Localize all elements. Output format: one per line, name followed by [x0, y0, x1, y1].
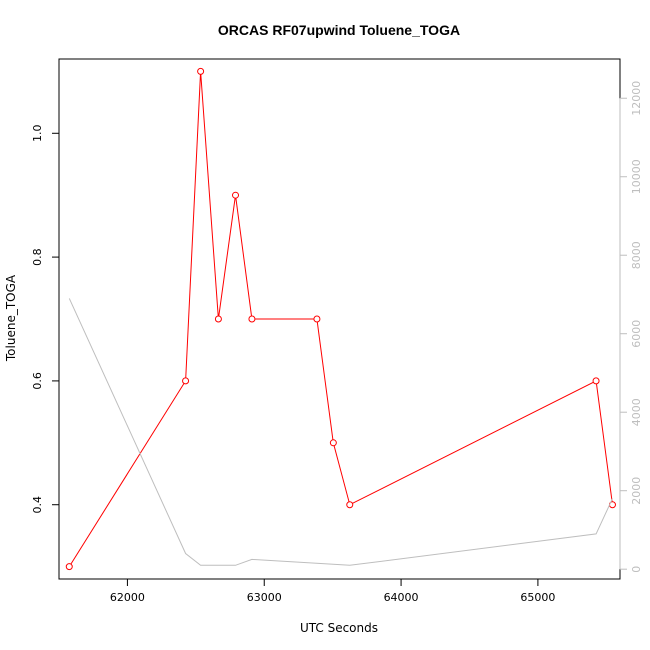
x-tick-label: 63000 — [247, 591, 282, 604]
x-tick-label: 65000 — [520, 591, 555, 604]
data-point — [329, 439, 337, 447]
y2-tick-label: 10000 — [630, 159, 643, 194]
data-point — [214, 315, 222, 323]
series-layer — [65, 67, 616, 571]
data-point — [346, 501, 354, 509]
data-point — [65, 563, 73, 571]
x-tick-label: 62000 — [110, 591, 145, 604]
y-axis: 0.4 0.6 0.8 1.0 — [31, 125, 60, 514]
y2-tick-label: 8000 — [630, 241, 643, 269]
secondary-series-line — [68, 298, 613, 566]
data-point — [197, 67, 205, 75]
y2-axis: 0 2000 4000 6000 8000 10000 12000 — [619, 81, 643, 573]
y-tick-label: 0.8 — [31, 248, 44, 266]
y-axis-label: Toluene_TOGA — [4, 274, 18, 362]
y-tick-label: 0.6 — [31, 372, 44, 390]
data-point — [592, 377, 600, 385]
y2-tick-label: 6000 — [630, 320, 643, 348]
y2-tick-label: 2000 — [630, 477, 643, 505]
chart-title: ORCAS RF07upwind Toluene_TOGA — [218, 22, 460, 38]
data-point — [232, 191, 240, 199]
y2-tick-label: 12000 — [630, 81, 643, 116]
y2-tick-label: 0 — [630, 566, 643, 573]
y-tick-label: 1.0 — [31, 125, 44, 143]
data-point — [313, 315, 321, 323]
x-axis: 62000 63000 64000 65000 — [110, 578, 555, 604]
y2-tick-label: 4000 — [630, 398, 643, 426]
x-tick-label: 64000 — [384, 591, 419, 604]
data-point — [182, 377, 190, 385]
data-point — [248, 315, 256, 323]
x-axis-label: UTC Seconds — [300, 621, 378, 635]
y-tick-label: 0.4 — [31, 496, 44, 514]
